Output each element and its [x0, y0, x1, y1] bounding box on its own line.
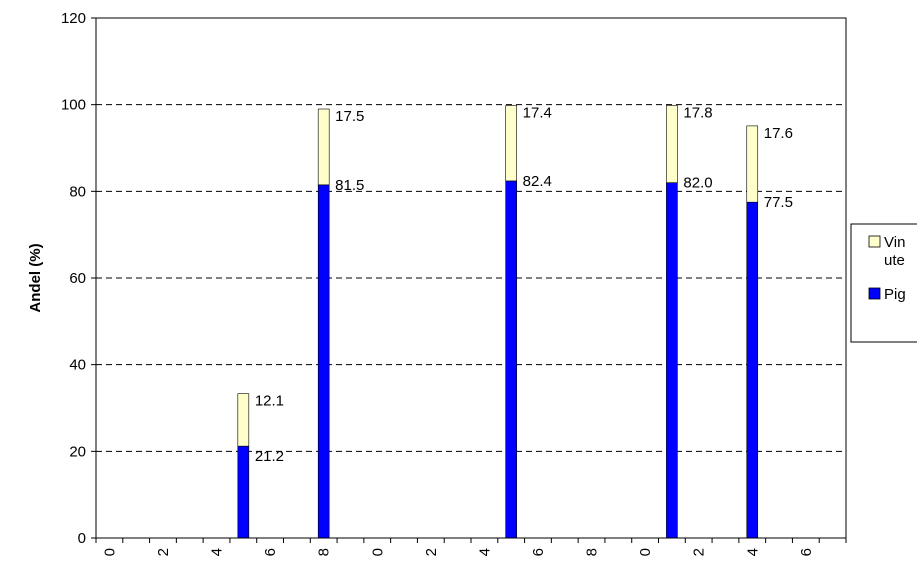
data-label: 82.0	[683, 175, 712, 192]
x-tick-label: 8	[584, 548, 601, 556]
axes	[91, 17, 847, 543]
x-tick-label: 4	[744, 548, 761, 556]
x-tick-label: 6	[262, 548, 279, 556]
y-tick-label: 20	[69, 443, 86, 460]
bar-segment-vin-ute	[317, 108, 330, 186]
y-tick-label: 40	[69, 357, 86, 374]
data-label: 17.5	[335, 108, 364, 125]
legend-swatch	[868, 287, 881, 300]
y-axis-label: Andel (%)	[27, 243, 44, 312]
data-label: 12.1	[255, 393, 284, 410]
bar-segment-pig	[505, 180, 517, 539]
x-tick-label: 0	[637, 548, 654, 556]
x-tick-label: 4	[476, 548, 493, 556]
legend-label: ute	[884, 252, 905, 269]
bar-segment-pig	[666, 182, 678, 539]
bar-segment-vin-ute	[746, 125, 759, 203]
x-tick-label: 8	[316, 548, 333, 556]
x-tick-label: 6	[530, 548, 547, 556]
bar-segment-pig	[317, 184, 330, 539]
data-label: 17.8	[683, 105, 712, 122]
data-label: 81.5	[335, 177, 364, 194]
bars	[237, 105, 759, 539]
y-tick-label: 100	[61, 97, 86, 114]
data-label: 82.4	[523, 173, 552, 190]
x-tick-label: 0	[369, 548, 386, 556]
legend-swatch	[868, 235, 881, 248]
x-tick-label: 2	[155, 548, 172, 556]
x-tick-label: 6	[798, 548, 815, 556]
y-tick-labels: 0 20 40 60 80 100 120	[61, 10, 86, 547]
legend-label: Vin	[884, 234, 905, 251]
y-tick-label: 60	[69, 270, 86, 287]
bar-segment-vin-ute	[666, 105, 678, 183]
bar-segment-vin-ute	[505, 105, 517, 182]
x-tick-label: 0	[101, 548, 118, 556]
bar-segment-pig	[746, 201, 759, 539]
y-tick-label: 120	[61, 10, 86, 27]
legend-box	[850, 223, 917, 343]
y-tick-label: 0	[78, 530, 86, 547]
data-label: 17.4	[523, 105, 552, 122]
x-tick-label: 4	[209, 548, 226, 556]
data-label: 21.2	[255, 448, 284, 465]
legend-label: Pig	[884, 286, 906, 303]
x-tick-label: 2	[423, 548, 440, 556]
y-tick-label: 80	[69, 183, 86, 200]
x-tick-labels: 0 2 4 6 8 0 2 4 6 8 0 2 4 6	[101, 548, 814, 556]
x-tick-label: 2	[691, 548, 708, 556]
data-label: 77.5	[764, 194, 793, 211]
data-label: 17.6	[764, 125, 793, 142]
gridlines	[96, 104, 846, 452]
data-labels: 21.2 12.1 81.5 17.5 82.4 17.4 82.0 17.8 77.5 17.6	[255, 105, 793, 466]
bar-segment-vin-ute	[237, 393, 250, 447]
bar-segment-pig	[237, 445, 250, 539]
